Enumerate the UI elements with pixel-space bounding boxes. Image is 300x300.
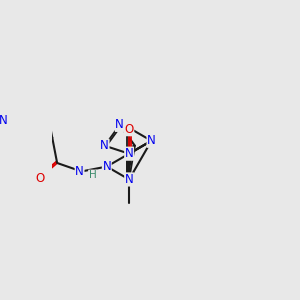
Text: N: N — [125, 147, 134, 160]
Text: N: N — [147, 134, 156, 147]
Text: H: H — [89, 170, 96, 180]
Text: N: N — [75, 165, 84, 178]
Text: N: N — [100, 139, 109, 152]
Text: O: O — [124, 123, 134, 136]
Text: N: N — [116, 118, 124, 131]
Text: N: N — [102, 160, 111, 173]
Text: N: N — [0, 114, 8, 127]
Text: N: N — [125, 173, 134, 186]
Text: O: O — [35, 172, 44, 185]
